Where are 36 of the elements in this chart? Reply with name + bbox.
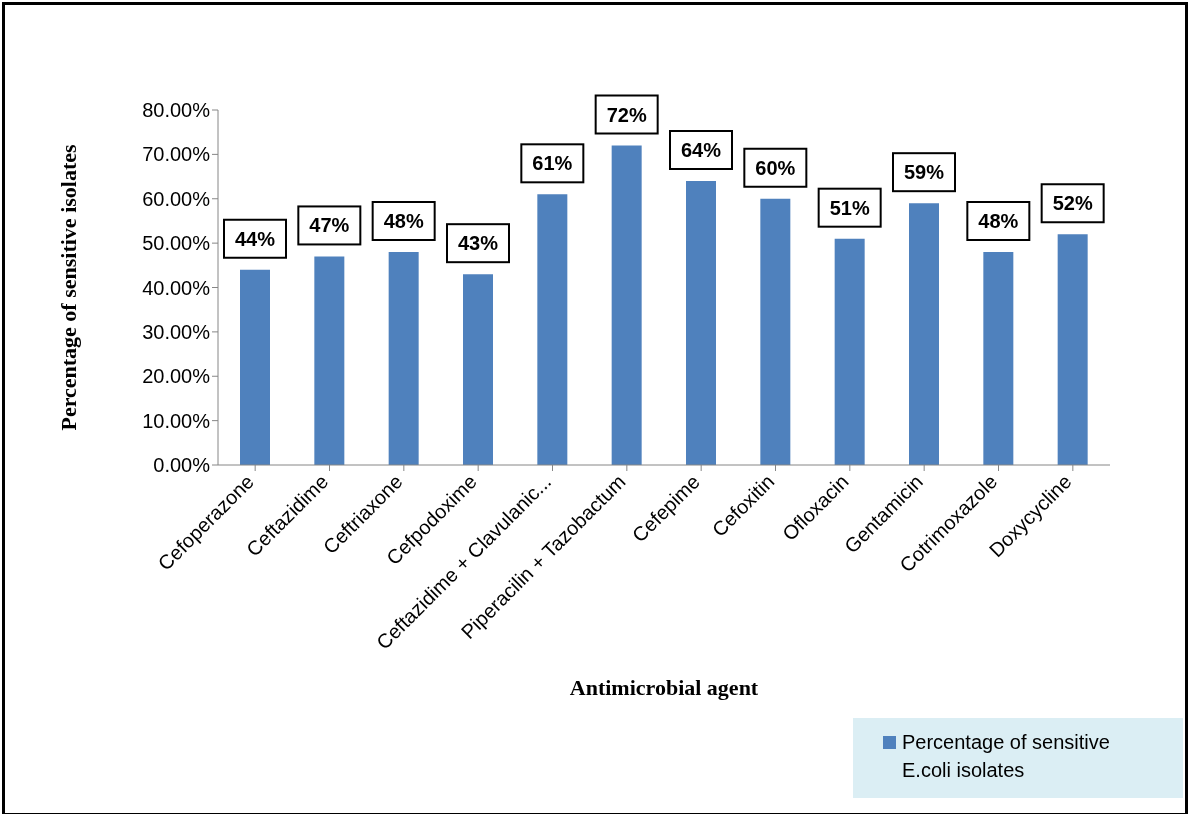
y-tick-label: 30.00% bbox=[142, 320, 211, 343]
data-label: 47% bbox=[309, 214, 350, 237]
data-label: 59% bbox=[903, 161, 945, 184]
bar bbox=[388, 252, 419, 465]
data-label: 48% bbox=[383, 210, 424, 232]
y-tick-label: 40.00% bbox=[142, 276, 211, 299]
data-label: 51% bbox=[829, 196, 870, 219]
data-label: 61% bbox=[532, 152, 573, 175]
y-tick-label: 70.00% bbox=[142, 143, 211, 166]
y-axis-title: Percentage of sensitive isolates bbox=[55, 144, 81, 431]
bar bbox=[983, 252, 1014, 465]
data-label: 43% bbox=[457, 232, 499, 255]
y-tick-label: 20.00% bbox=[142, 365, 211, 388]
bar bbox=[611, 145, 642, 465]
data-label: 64% bbox=[680, 139, 722, 161]
y-tick-label: 50.00% bbox=[142, 232, 211, 255]
bar bbox=[686, 181, 716, 465]
bar bbox=[834, 238, 865, 465]
bar bbox=[463, 274, 493, 465]
data-label: 60% bbox=[755, 156, 796, 179]
y-tick-label: 60.00% bbox=[142, 187, 211, 210]
data-label: 44% bbox=[234, 227, 276, 250]
legend-label: Percentage of sensitive E.coli isolates bbox=[902, 730, 1111, 783]
bar bbox=[1057, 234, 1088, 465]
data-label: 72% bbox=[606, 103, 647, 126]
x-axis-title: Antimicrobial agent bbox=[569, 675, 759, 700]
bar bbox=[537, 194, 568, 465]
data-label: 48% bbox=[978, 210, 1019, 232]
bar bbox=[909, 203, 939, 465]
y-tick-label: 0.00% bbox=[153, 454, 211, 477]
data-label: 52% bbox=[1052, 192, 1093, 215]
bar bbox=[240, 269, 270, 465]
y-tick-label: 10.00% bbox=[142, 409, 211, 432]
bar bbox=[760, 198, 791, 465]
bar bbox=[314, 256, 345, 465]
y-tick-label: 80.00% bbox=[142, 99, 211, 122]
